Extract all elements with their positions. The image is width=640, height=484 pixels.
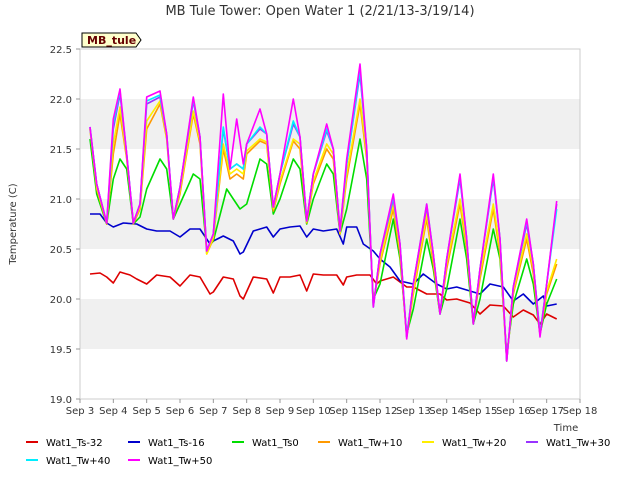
grid-band	[80, 349, 580, 399]
x-axis-title: Time	[553, 423, 578, 434]
series-layer	[89, 63, 558, 362]
x-tick-label: Sep 10	[296, 406, 331, 417]
y-tick-label: 21.0	[50, 195, 72, 206]
grid-bands	[80, 49, 580, 399]
y-tick-label: 22.0	[50, 95, 72, 106]
legend-item: Wat1_Tw+30	[526, 438, 610, 449]
y-tick-label: 19.5	[50, 345, 72, 356]
plot-area-frame	[79, 48, 581, 400]
legend-label: Wat1_Ts0	[252, 438, 299, 449]
y-axis-ticks: 19.0 19.5 20.0 20.5 21.0 21.5 22.0 22.5	[50, 45, 80, 406]
chart-title: MB Tule Tower: Open Water 1 (2/21/13-3/1…	[165, 4, 474, 19]
x-tick-label: Sep 9	[266, 406, 294, 417]
y-axis-title: Temperature (C)	[8, 183, 19, 265]
x-axis-ticks: Sep 3 Sep 4 Sep 5 Sep 6 Sep 7 Sep 8 Sep 9 Sep 1…	[66, 399, 598, 417]
site-tag: MB_tule	[81, 32, 142, 48]
site-tag-box	[81, 32, 142, 48]
legend-label: Wat1_Ts-32	[46, 438, 103, 449]
legend-label: Wat1_Tw+40	[46, 456, 110, 467]
y-tick-label: 20.0	[50, 295, 72, 306]
legend-item: Wat1_Ts-32	[26, 438, 103, 449]
legend-item: Wat1_Tw+20	[422, 438, 506, 449]
x-tick-label: Sep 4	[99, 406, 127, 417]
legend-label: Wat1_Tw+10	[338, 438, 402, 449]
legend-item: Wat1_Tw+10	[318, 438, 402, 449]
legend-label: Wat1_Tw+30	[546, 438, 610, 449]
x-tick-label: Sep 5	[132, 406, 160, 417]
y-tick-label: 19.0	[50, 395, 72, 406]
x-tick-label: Sep 15	[463, 406, 498, 417]
x-tick-label: Sep 12	[363, 406, 398, 417]
y-tick-label: 21.5	[50, 145, 72, 156]
legend-label: Wat1_Tw+20	[442, 438, 506, 449]
legend-item: Wat1_Tw+50	[128, 456, 212, 467]
y-tick-label: 20.5	[50, 245, 72, 256]
x-tick-label: Sep 7	[199, 406, 227, 417]
grid-band	[80, 149, 580, 199]
x-tick-label: Sep 8	[232, 406, 260, 417]
series-line-wat1-tw-50	[89, 63, 558, 362]
y-tick-label: 22.5	[50, 45, 72, 56]
series-line-wat1-ts0	[89, 138, 558, 355]
legend-label: Wat1_Tw+50	[148, 456, 212, 467]
x-tick-label: Sep 6	[166, 406, 194, 417]
x-tick-label: Sep 16	[496, 406, 531, 417]
grid-band	[80, 299, 580, 349]
site-tag-label: MB_tule	[87, 34, 136, 47]
legend-item: Wat1_Tw+40	[26, 456, 110, 467]
x-tick-label: Sep 17	[529, 406, 564, 417]
legend: Wat1_Ts-32 Wat1_Ts-16 Wat1_Ts0 Wat1_Tw+10 Wa…	[26, 438, 610, 467]
x-tick-label: Sep 18	[563, 406, 598, 417]
x-tick-label: Sep 13	[396, 406, 431, 417]
grid-band	[80, 249, 580, 299]
grid-band	[80, 199, 580, 249]
legend-item: Wat1_Ts-16	[128, 438, 205, 449]
x-tick-label: Sep 3	[66, 406, 94, 417]
x-tick-label: Sep 14	[429, 406, 464, 417]
legend-item: Wat1_Ts0	[232, 438, 299, 449]
legend-label: Wat1_Ts-16	[148, 438, 205, 449]
x-tick-label: Sep 11	[329, 406, 364, 417]
grid-band	[80, 49, 580, 99]
